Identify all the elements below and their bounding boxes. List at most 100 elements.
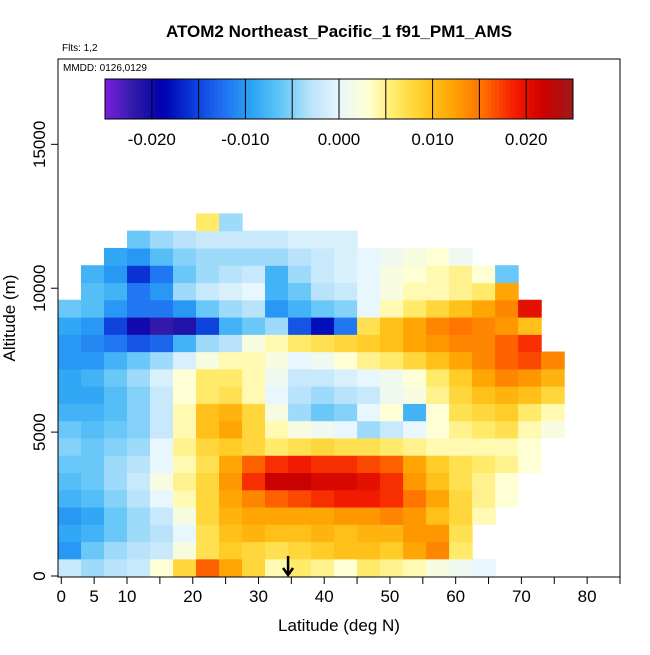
heatmap-cell (104, 299, 128, 318)
heatmap-cell (403, 247, 427, 266)
x-tick-label: 80 (578, 587, 597, 606)
colorbar-swatch (108, 79, 114, 119)
colorbar-swatch (534, 79, 539, 119)
colorbar-swatch (358, 79, 363, 119)
colorbar-swatch (541, 79, 547, 119)
colorbar-swatch (553, 79, 558, 119)
colorbar-swatch (167, 79, 172, 119)
heatmap-cell (472, 403, 496, 422)
chart-title: ATOM2 Northeast_Pacific_1 f91_PM1_AMS (166, 22, 512, 41)
heatmap-cell (58, 524, 82, 543)
heatmap-cell (541, 368, 565, 387)
heatmap-cell (380, 541, 404, 560)
heatmap-cell (472, 386, 496, 404)
heatmap-cell (334, 558, 358, 577)
heatmap-cell (311, 420, 335, 439)
heatmap-cell (403, 420, 427, 439)
heatmap-cell (173, 541, 197, 560)
heatmap-cell (495, 317, 519, 335)
heatmap-cell (127, 265, 151, 284)
colorbar-swatch (549, 79, 554, 119)
colorbar-swatch (190, 79, 196, 119)
heatmap-cell (403, 472, 427, 491)
heatmap-cell (242, 368, 266, 387)
heatmap-cell (380, 437, 404, 456)
colorbar-swatch (280, 79, 285, 119)
heatmap-cell (196, 524, 220, 543)
heatmap-cell (150, 420, 174, 439)
heatmap-cell (104, 403, 128, 422)
heatmap-cell (495, 403, 519, 422)
heatmap-cell (288, 489, 312, 508)
colorbar-swatch (491, 79, 496, 119)
heatmap-cell (127, 489, 151, 508)
colorbar-swatch (514, 79, 519, 119)
heatmap-cell (196, 317, 220, 335)
heatmap-cell (311, 299, 335, 318)
heatmap-cell (104, 420, 128, 439)
heatmap-cell (495, 489, 519, 508)
heatmap-cell (449, 489, 473, 508)
colorbar-swatch (483, 79, 488, 119)
heatmap-cell (196, 282, 220, 301)
colorbar-swatch (186, 79, 192, 119)
heatmap-cell (449, 247, 473, 266)
colorbar-swatch (506, 79, 512, 119)
y-tick-label: 0 (30, 571, 49, 580)
heatmap-cell (472, 299, 496, 318)
heatmap-cell (150, 541, 174, 560)
colorbar-swatch (436, 79, 441, 119)
heatmap-cell (311, 455, 335, 473)
colorbar-swatch (194, 79, 200, 119)
heatmap-cell (196, 351, 220, 370)
colorbar-swatch (510, 79, 515, 119)
heatmap-cell (173, 386, 197, 404)
heatmap-cell (311, 351, 335, 370)
heatmap-cell (150, 299, 174, 318)
heatmap-cell (380, 489, 404, 508)
heatmap-cell (357, 506, 381, 525)
heatmap-cell (449, 558, 473, 577)
heatmap-cell (334, 265, 358, 284)
heatmap-cell (196, 265, 220, 284)
colorbar-swatch (393, 79, 398, 119)
heatmap-cell (334, 541, 358, 560)
colorbar-swatch (378, 79, 383, 119)
heatmap-cell (104, 317, 128, 335)
heatmap-cell (150, 247, 174, 266)
heatmap-cell (403, 317, 427, 335)
heatmap-cell (150, 368, 174, 387)
heatmap-cell (426, 558, 450, 577)
heatmap-cell (127, 247, 151, 266)
heatmap-cell (495, 368, 519, 387)
heatmap-cell (495, 265, 519, 284)
heatmap-cell (334, 506, 358, 525)
heatmap-cell (173, 317, 197, 335)
colorbar-swatch (428, 79, 434, 119)
heatmap-cell (288, 230, 312, 249)
heatmap-cell (426, 247, 450, 266)
colorbar-swatch (307, 79, 313, 119)
heatmap-cell (380, 420, 404, 439)
colorbar-swatch (413, 79, 418, 119)
heatmap-cell (334, 247, 358, 266)
heatmap-cell (81, 299, 105, 318)
x-tick-label: 40 (315, 587, 334, 606)
heatmap-cell (265, 299, 289, 318)
heatmap-cell (81, 403, 105, 422)
heatmap-cell (81, 317, 105, 335)
heatmap-cell (426, 334, 450, 353)
heatmap-cell (242, 265, 266, 284)
heatmap-cell (196, 455, 220, 473)
heatmap-cell (541, 351, 565, 370)
colorbar-swatch (401, 79, 406, 119)
heatmap-cell (334, 368, 358, 387)
y-axis-title: Altitude (m) (0, 275, 19, 362)
heatmap-cell (81, 351, 105, 370)
heatmap-cell (265, 489, 289, 508)
heatmap-cell (58, 317, 82, 335)
heatmap-cell (380, 455, 404, 473)
heatmap-cell (518, 317, 542, 335)
